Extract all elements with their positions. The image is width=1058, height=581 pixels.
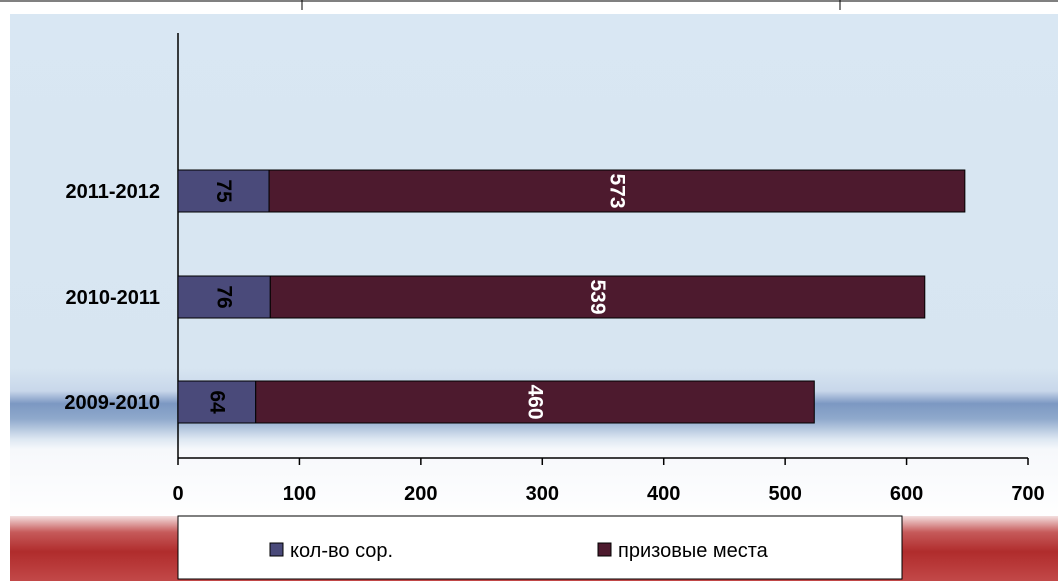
x-tick-label: 0: [172, 483, 183, 505]
legend: кол-во сор. призовые места: [269, 540, 769, 562]
category-label: 2011-2012: [65, 181, 160, 203]
legend-swatch: [597, 542, 612, 557]
bars-layer: 75 573 76 539 64 460: [177, 169, 966, 424]
data-label: 64: [205, 390, 228, 414]
x-tick-label: 400: [647, 483, 680, 505]
bar-segment-count: [177, 380, 257, 424]
data-label: 460: [524, 384, 547, 419]
x-tick-label: 300: [526, 483, 559, 505]
data-label: 539: [586, 279, 609, 314]
legend-box: [177, 515, 903, 580]
x-tick-label: 700: [1011, 483, 1044, 505]
data-label: 75: [212, 179, 235, 203]
bar-segment-prizes: [268, 169, 966, 213]
x-ticks-layer: 0 100 200 300 400 500 600 700: [172, 458, 1045, 505]
data-label: 76: [213, 285, 236, 308]
bar-segment-prizes: [269, 275, 926, 319]
bar-segment-count: [177, 169, 270, 213]
legend-swatch: [269, 542, 284, 557]
x-tick-label: 500: [768, 483, 801, 505]
x-tick-label: 200: [404, 483, 437, 505]
legend-label: кол-во сор.: [290, 540, 393, 562]
x-tick-label: 600: [890, 483, 923, 505]
bar-segment-prizes: [255, 380, 815, 424]
bar-segment-count: [177, 275, 271, 319]
category-label: 2010-2011: [65, 287, 160, 309]
data-label: 573: [605, 173, 628, 208]
category-labels-layer: 2011-2012 2010-2011 2009-2010: [64, 181, 160, 414]
plot-background: [10, 14, 1058, 520]
legend-label: призовые места: [618, 540, 769, 562]
category-label: 2009-2010: [64, 392, 160, 414]
x-tick-label: 100: [283, 483, 316, 505]
